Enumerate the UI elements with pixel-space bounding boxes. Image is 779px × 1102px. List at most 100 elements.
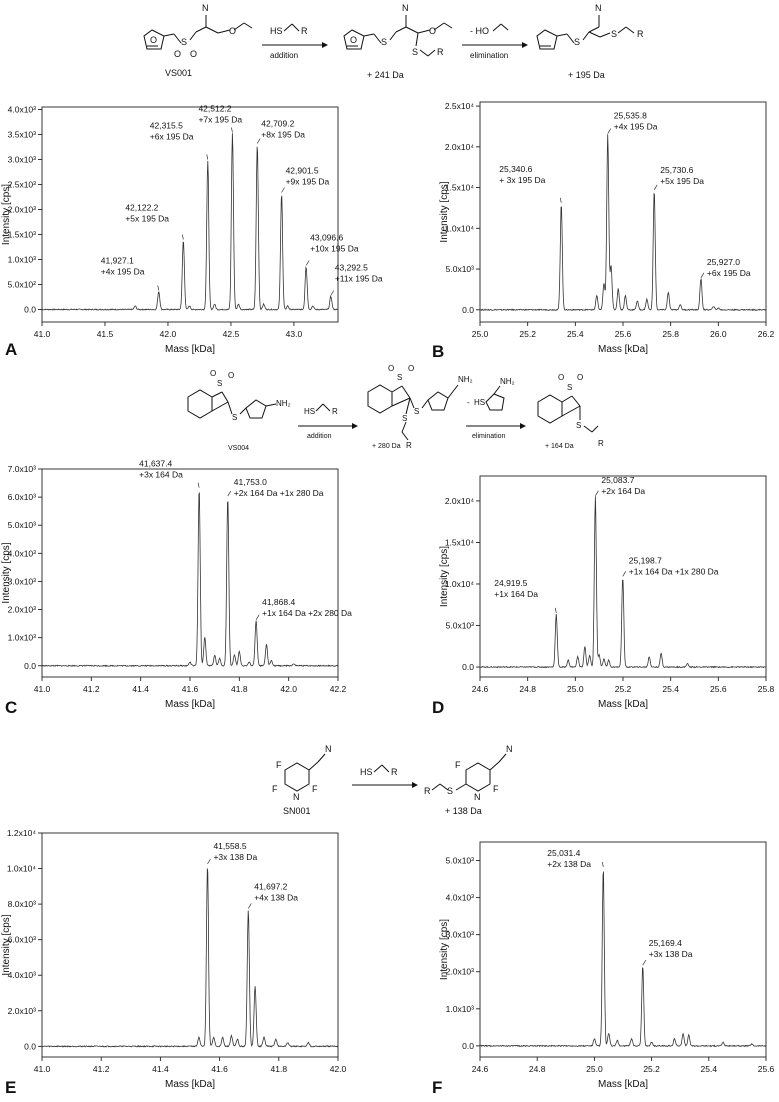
peak-leader xyxy=(281,187,285,193)
atom-NH2: NH₂ xyxy=(500,377,515,386)
y-tick-label: 1.0x10⁴ xyxy=(445,579,475,589)
x-tick-label: 41.0 xyxy=(34,329,51,339)
plot-frame xyxy=(479,475,767,678)
atom-N: N xyxy=(325,744,332,754)
compound-label-vs001: VS001 xyxy=(165,68,192,78)
arrow-head xyxy=(322,42,328,48)
atom-F: F xyxy=(276,760,282,770)
atom-S: S xyxy=(414,407,419,416)
peak-leader xyxy=(231,127,233,133)
peak-mass-label: 25,340.6 xyxy=(499,164,532,174)
plot-frame xyxy=(41,468,339,678)
product-structure xyxy=(431,753,507,792)
y-tick-label: 2.5x10⁴ xyxy=(445,101,475,111)
atom-O: O xyxy=(577,373,583,382)
peak-shift-label: +1x 164 Da xyxy=(494,589,538,599)
y-tick-label: 1.2x10⁴ xyxy=(7,828,37,838)
y-tick-label: 3.5x10³ xyxy=(8,130,37,140)
spectrum-trace xyxy=(479,496,767,669)
y-tick-label: 6.0x10³ xyxy=(8,492,37,502)
peak-mass-label: 43,096.6 xyxy=(310,233,343,243)
peak-mass-label: 25,927.0 xyxy=(707,257,740,267)
y-tick-label: 0.0 xyxy=(462,662,474,672)
y-tick-label: 3.0x10³ xyxy=(446,930,475,940)
peak-mass-label: 25,198.7 xyxy=(629,555,662,565)
peak-mass-label: 43,292.5 xyxy=(335,263,368,273)
peak-shift-label: +2x 164 Da +1x 280 Da xyxy=(234,488,324,498)
peak-leader xyxy=(642,960,647,966)
x-tick-label: 41.0 xyxy=(34,684,51,694)
x-axis-label: Mass [kDa] xyxy=(598,344,648,355)
scheme-vs004: S O O S NH₂ VS004 HS R addition S O O S xyxy=(187,364,604,452)
spectrum-trace xyxy=(41,491,339,668)
reagent-r: R xyxy=(391,767,398,777)
peak-mass-label: 42,122.2 xyxy=(125,203,158,213)
y-axis-label: Intensity [cps] xyxy=(439,546,450,607)
product-mass: + 195 Da xyxy=(568,70,605,80)
step-addition: addition xyxy=(270,51,298,60)
y-tick-label: 8.0x10³ xyxy=(8,899,37,909)
x-tick-label: 26.2 xyxy=(758,329,775,339)
scheme-vs001: O S O O N O VS001 HS R addition xyxy=(143,3,644,80)
arrow-head xyxy=(412,782,418,788)
peak-leader xyxy=(157,285,160,291)
peak-leader xyxy=(197,482,200,488)
x-tick-label: 24.8 xyxy=(519,684,536,694)
x-tick-label: 42.5 xyxy=(223,329,240,339)
peak-shift-label: +1x 164 Da +2x 280 Da xyxy=(262,608,352,618)
peak-shift-label: +5x 195 Da xyxy=(125,214,169,224)
peak-mass-label: 41,927.1 xyxy=(101,256,134,266)
x-tick-label: 41.6 xyxy=(182,684,199,694)
atom-S: S xyxy=(402,414,407,423)
furan-ring xyxy=(143,15,253,50)
y-tick-label: 1.5x10³ xyxy=(8,230,37,240)
peak-shift-label: +8x 195 Da xyxy=(261,130,305,140)
step-addition: addition xyxy=(307,433,332,440)
atom-F: F xyxy=(272,784,278,794)
y-axis-label: Intensity [cps] xyxy=(439,181,450,242)
reagent-hs: HS xyxy=(304,407,315,416)
panel-letter: B xyxy=(432,342,444,361)
atom-R: R xyxy=(598,439,604,448)
atom-S: S xyxy=(181,37,187,47)
peak-mass-label: 25,031.4 xyxy=(547,848,580,858)
y-tick-label: 7.0x10³ xyxy=(8,464,37,474)
plot-frame xyxy=(41,106,339,323)
atom-O: O xyxy=(408,364,414,373)
peak-leader xyxy=(227,490,232,497)
x-tick-label: 25.6 xyxy=(615,329,632,339)
atom-S: S xyxy=(576,421,581,430)
chart-panel-c: 41.0 41.2 41.4 41.6 41.8 42.0 42.2 0.0 1.0x10³ 2.… xyxy=(1,459,352,717)
reagent-hs: HS xyxy=(270,26,283,36)
compound-label-vs004: VS004 xyxy=(228,445,249,452)
y-tick-label: 2.0x10⁴ xyxy=(445,142,475,152)
atom-O: O xyxy=(150,35,157,45)
x-tick-label: 41.0 xyxy=(34,1064,51,1074)
plot-frame xyxy=(479,101,767,323)
adduct-structure xyxy=(367,384,459,441)
y-tick-label: 0.0 xyxy=(24,305,36,315)
arrow-head xyxy=(520,423,526,429)
peak-mass-label: 41,697.2 xyxy=(254,881,287,891)
atom-O: O xyxy=(228,371,234,380)
peak-leader xyxy=(554,607,557,613)
atom-O: O xyxy=(210,369,216,378)
x-tick-label: 25.4 xyxy=(662,684,679,694)
peak-shift-label: +3x 138 Da xyxy=(649,949,693,959)
x-tick-label: 24.8 xyxy=(529,1064,546,1074)
scheme-sn001: F F N F N SN001 HS R F S R N F N + 138 D… xyxy=(272,744,513,816)
chart-panel-b: 25.0 25.2 25.4 25.6 25.8 26.0 26.2 0.0 5.0x10³ 1.… xyxy=(432,101,775,361)
atom-N: N xyxy=(293,792,300,802)
y-tick-label: 2.0x10³ xyxy=(446,967,475,977)
peak-shift-label: +3x 138 Da xyxy=(213,852,257,862)
x-tick-label: 25.4 xyxy=(701,1064,718,1074)
y-axis-label: Intensity [cps] xyxy=(1,542,12,603)
benzothiophene-ring xyxy=(187,389,277,419)
x-tick-label: 25.2 xyxy=(519,329,536,339)
leaving-group: - HO xyxy=(470,26,489,36)
peak-mass-label: 41,558.5 xyxy=(213,841,246,851)
y-tick-label: 1.0x10⁴ xyxy=(7,864,37,874)
atom-R: R xyxy=(406,441,412,450)
peak-shift-label: +6x 195 Da xyxy=(707,268,751,278)
